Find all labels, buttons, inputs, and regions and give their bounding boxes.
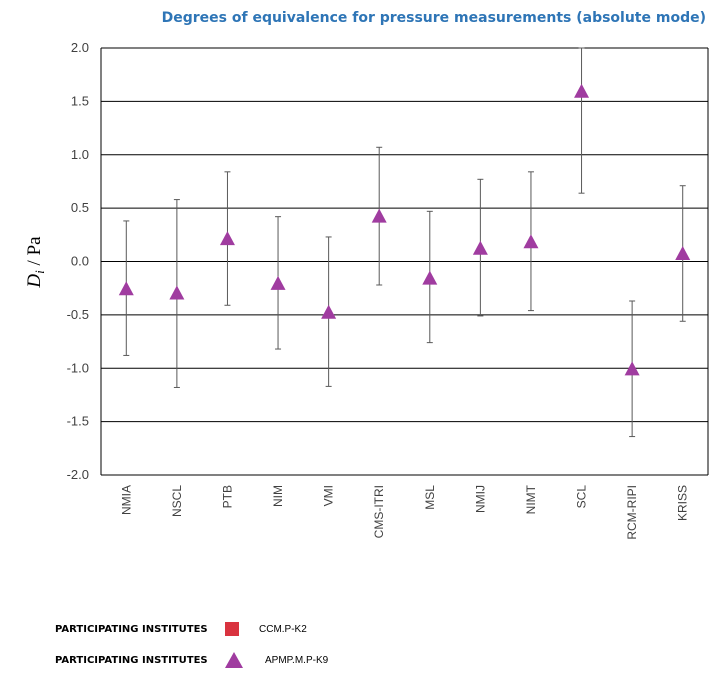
data-point-triangle [219,231,235,246]
legend-heading: PARTICIPATING INSTITUTES [55,654,208,666]
x-tick-label: NIMT [524,484,538,514]
y-tick-label: 1.0 [71,147,89,162]
x-tick-label: NIM [271,485,285,507]
x-tick-label: KRISS [676,485,690,521]
data-point-triangle [523,234,539,249]
data-point-triangle [422,270,438,285]
data-point-triangle [270,275,286,290]
data-point-triangle [675,246,691,261]
legend-item-apmp: PARTICIPATING INSTITUTES APMP.M.P-K9 [55,650,328,670]
x-tick-label: RCM-RIPI [625,485,639,540]
x-tick-label: MSL [423,485,437,510]
data-point-triangle [574,83,590,98]
legend-square-swatch [225,622,239,636]
x-tick-label: SCL [575,485,589,509]
y-tick-label: -1.5 [67,414,89,429]
x-tick-label: NMIA [119,485,133,515]
legend-item-ccm: PARTICIPATING INSTITUTES CCM.P-K2 [55,619,307,639]
y-tick-label: -0.5 [67,307,89,322]
chart-plot: 2.0 1.5 1.0 0.5 0.0 -0.5 -1.0 -1.5 -2.0 NMIA NSCL P… [24,40,709,540]
x-tick-label: VMI [322,485,336,506]
legend-label: CCM.P-K2 [259,623,307,635]
data-point-triangle [371,208,387,223]
x-tick-label: PTB [220,485,234,508]
x-tick-label: NSCL [170,485,184,517]
data-point-triangle [169,285,185,300]
x-tick-label: NMIJ [473,485,487,513]
y-tick-label: 0.0 [71,254,89,269]
data-point-triangle [118,281,134,296]
legend-triangle-swatch [225,652,243,668]
legend-label: APMP.M.P-K9 [265,654,329,666]
x-tick-label: CMS-ITRI [372,485,386,538]
y-tick-label: 0.5 [71,200,89,215]
y-axis-label: Di / Pa [24,236,47,289]
y-tick-label: -1.0 [67,360,89,375]
legend-heading: PARTICIPATING INSTITUTES [55,623,208,635]
data-point-triangle [624,361,640,376]
data-point-triangle [321,304,337,319]
y-tick-label: 2.0 [71,40,89,55]
data-point-triangle [472,240,488,255]
y-tick-label: -2.0 [67,467,89,482]
y-tick-label: 1.5 [71,93,89,108]
chart-title: Degrees of equivalence for pressure meas… [161,10,706,26]
